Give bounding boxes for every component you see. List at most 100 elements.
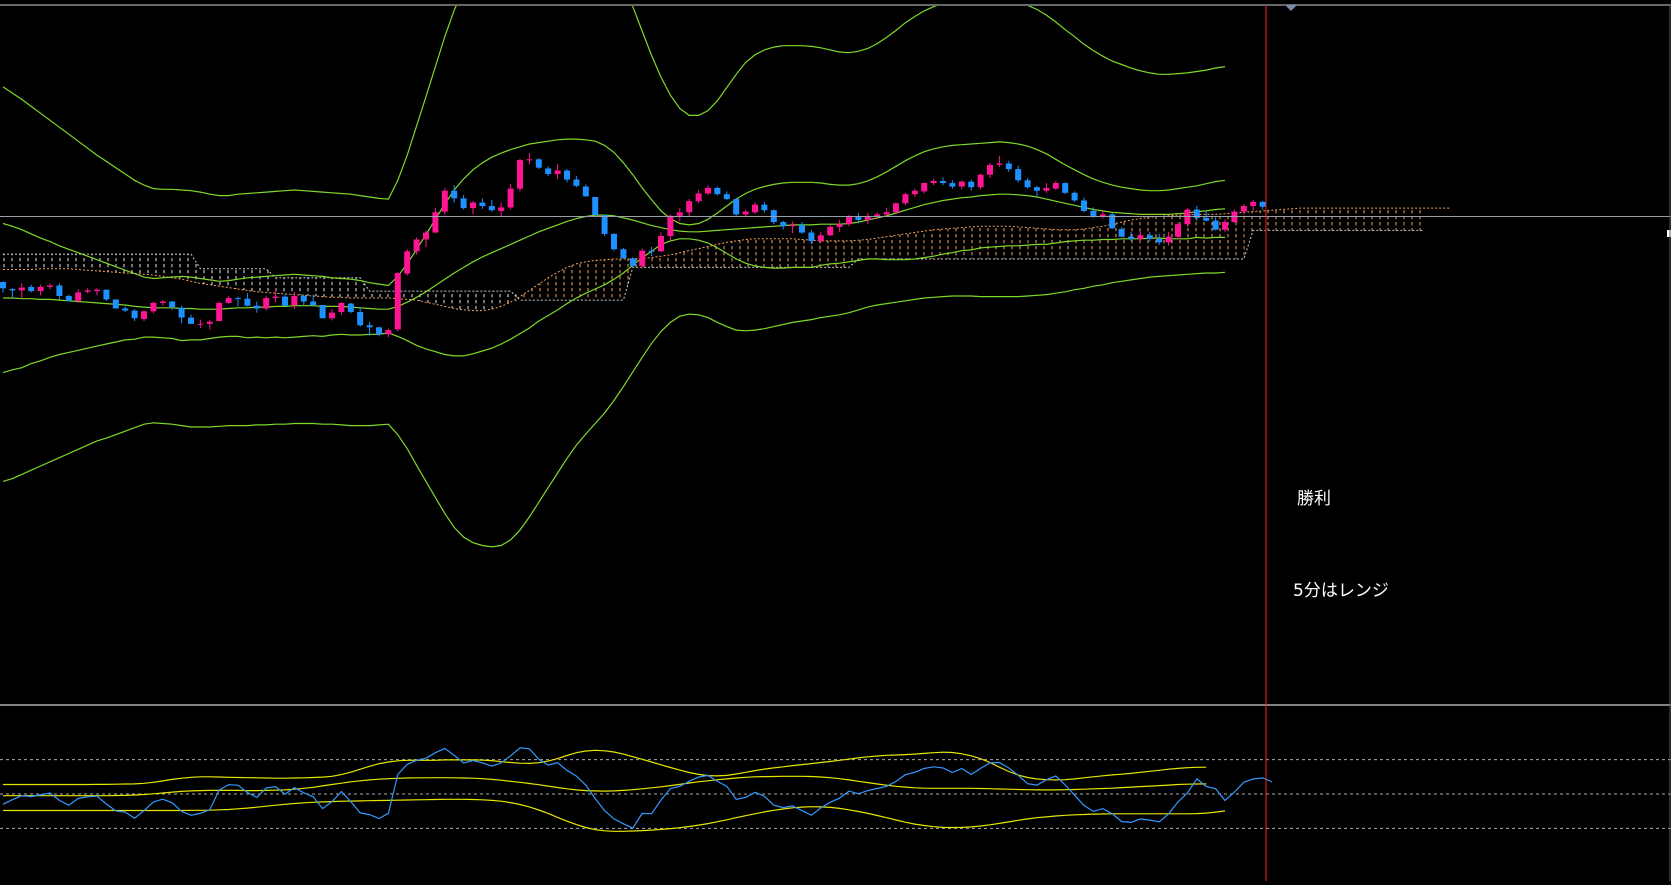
cloud-segment [783,238,793,268]
candle-body [75,292,82,301]
candle-body [1118,229,1125,237]
cloud-segment [238,268,248,291]
cloud-segment [78,254,88,271]
candle-body [714,187,721,195]
candle [658,232,664,253]
oscillator-band-upper [3,749,1207,786]
cloud-segment [1093,226,1103,260]
candle [554,164,561,179]
candle [733,198,740,217]
cloud-segment [162,254,173,278]
candle [949,180,956,189]
cloud-segment [679,250,690,268]
cloud-segment [209,268,220,287]
cloud-segment [886,235,896,260]
candle [940,177,946,186]
candle [817,231,824,243]
candle [18,283,25,299]
cloud-segment [820,240,831,268]
candle-body [639,250,646,266]
candle [1071,191,1078,202]
cloud-segment [228,268,238,289]
candle [921,182,928,194]
candle [864,213,871,225]
oscillator-panel [0,747,1671,832]
candle-body [1099,214,1106,217]
candle [836,219,843,232]
candle [103,289,110,301]
ichimoku-span-b-line [3,229,1423,301]
candle-body [451,190,458,199]
candle [1034,185,1040,197]
candle-body [752,204,758,213]
cloud-segment [369,291,379,299]
candle [300,294,307,306]
candle [112,299,119,309]
candle-body [131,310,138,319]
candle [958,180,965,190]
candle [56,283,63,300]
candle [1212,217,1219,231]
cloud-segment [1319,208,1329,231]
candle [742,209,749,218]
candle-body [338,302,345,312]
cloud-segment [980,226,990,260]
bollinger-inner-lower [2,236,1225,374]
cloud-segment [585,260,596,301]
candle [84,288,91,294]
candle-body [159,301,166,303]
candle [582,184,589,197]
oscillator-value-line [2,747,1273,829]
candle-body [507,188,514,208]
candle [498,202,505,217]
candle-body [789,224,796,227]
candle-body [1043,187,1050,191]
candle-body [582,186,589,197]
candle [385,328,392,338]
cloud-segment [407,291,417,301]
cloud-segment [1356,208,1366,231]
cloud-segment [275,277,285,294]
candle-body [188,317,194,324]
cloud-segment [501,291,511,307]
candle-body [1259,201,1266,207]
cloud-segment [285,277,295,295]
candle [122,306,129,312]
candle-body [874,214,881,217]
cloud-segment [689,248,699,268]
cloud-segment [830,240,840,268]
cloud-segment [1018,226,1028,260]
candle [94,288,100,296]
candle [197,319,204,329]
candle-body [1212,220,1219,230]
cloud-segment [12,254,22,270]
candle [676,208,683,222]
cloud-segment [708,244,718,268]
candle-body [366,325,373,328]
candle-body [432,212,439,233]
oscillator-band-middle [3,775,1207,797]
candle [911,188,918,197]
candle-body [676,212,683,216]
candles [0,153,1266,338]
cloud-segment [1065,229,1075,260]
cloud-segment [933,229,943,260]
cloud-segment [303,277,314,296]
candle-body [169,301,176,308]
candle-body [291,295,298,306]
candle-body [742,211,749,215]
cloud-segment [1243,211,1254,260]
price-line-marker [1667,230,1671,237]
candle [1118,226,1125,238]
candle [1146,231,1153,242]
candle [329,309,335,321]
scroll-marker-icon[interactable] [1285,5,1297,11]
candle-body [1193,209,1200,218]
candle-body [535,159,542,168]
cloud-segment [924,229,934,260]
candle [150,301,157,314]
candle [902,192,909,206]
candle-body [940,180,946,184]
cloud-segment [914,231,925,260]
cloud-segment [144,254,154,276]
